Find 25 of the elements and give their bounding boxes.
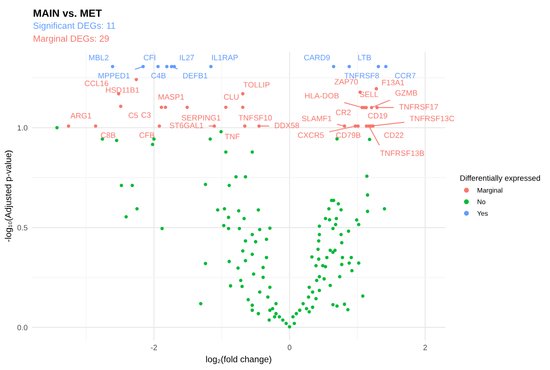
point (332, 64, 336, 68)
point (374, 87, 378, 90)
point (134, 78, 138, 82)
point (119, 104, 122, 108)
point (110, 64, 114, 68)
point (376, 64, 380, 68)
chart-title: MAIN vs. MET (34, 10, 102, 17)
text: Marginal DEGs: 29 (34, 35, 109, 44)
point (348, 64, 351, 68)
point (241, 92, 244, 96)
point (158, 124, 162, 128)
point (384, 64, 388, 68)
point (243, 124, 247, 128)
point (209, 64, 213, 68)
x-axis-title: log₂(fold change) (206, 356, 272, 364)
point (185, 106, 189, 110)
point (160, 106, 164, 110)
point (94, 124, 98, 128)
point (224, 106, 228, 110)
point (165, 64, 169, 68)
point (164, 106, 168, 110)
chart-subtitle: Significant DEGs: 11 (33, 22, 116, 31)
y-axis-title: -log₁₀(Adjusted p-value) (4, 150, 13, 242)
point (356, 124, 360, 128)
point (241, 106, 244, 110)
